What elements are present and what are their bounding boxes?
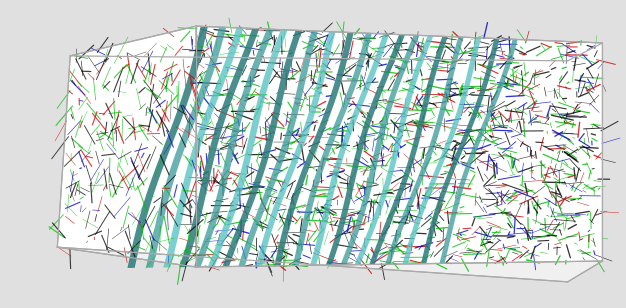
Polygon shape xyxy=(179,29,259,267)
Polygon shape xyxy=(196,26,602,267)
Polygon shape xyxy=(194,29,274,267)
Polygon shape xyxy=(256,32,336,266)
Polygon shape xyxy=(222,30,302,267)
Polygon shape xyxy=(208,30,288,267)
Polygon shape xyxy=(58,247,602,282)
Polygon shape xyxy=(146,27,226,268)
Polygon shape xyxy=(239,31,318,266)
Polygon shape xyxy=(274,32,354,266)
Polygon shape xyxy=(354,36,433,265)
Polygon shape xyxy=(58,26,196,267)
Polygon shape xyxy=(403,38,481,264)
Polygon shape xyxy=(128,26,208,268)
Polygon shape xyxy=(369,36,448,265)
Polygon shape xyxy=(439,39,518,263)
Polygon shape xyxy=(326,34,405,265)
Polygon shape xyxy=(70,26,602,61)
Polygon shape xyxy=(163,28,244,267)
Polygon shape xyxy=(292,33,372,265)
Polygon shape xyxy=(341,35,419,265)
Polygon shape xyxy=(310,34,389,265)
Polygon shape xyxy=(385,37,464,264)
Polygon shape xyxy=(421,38,500,264)
